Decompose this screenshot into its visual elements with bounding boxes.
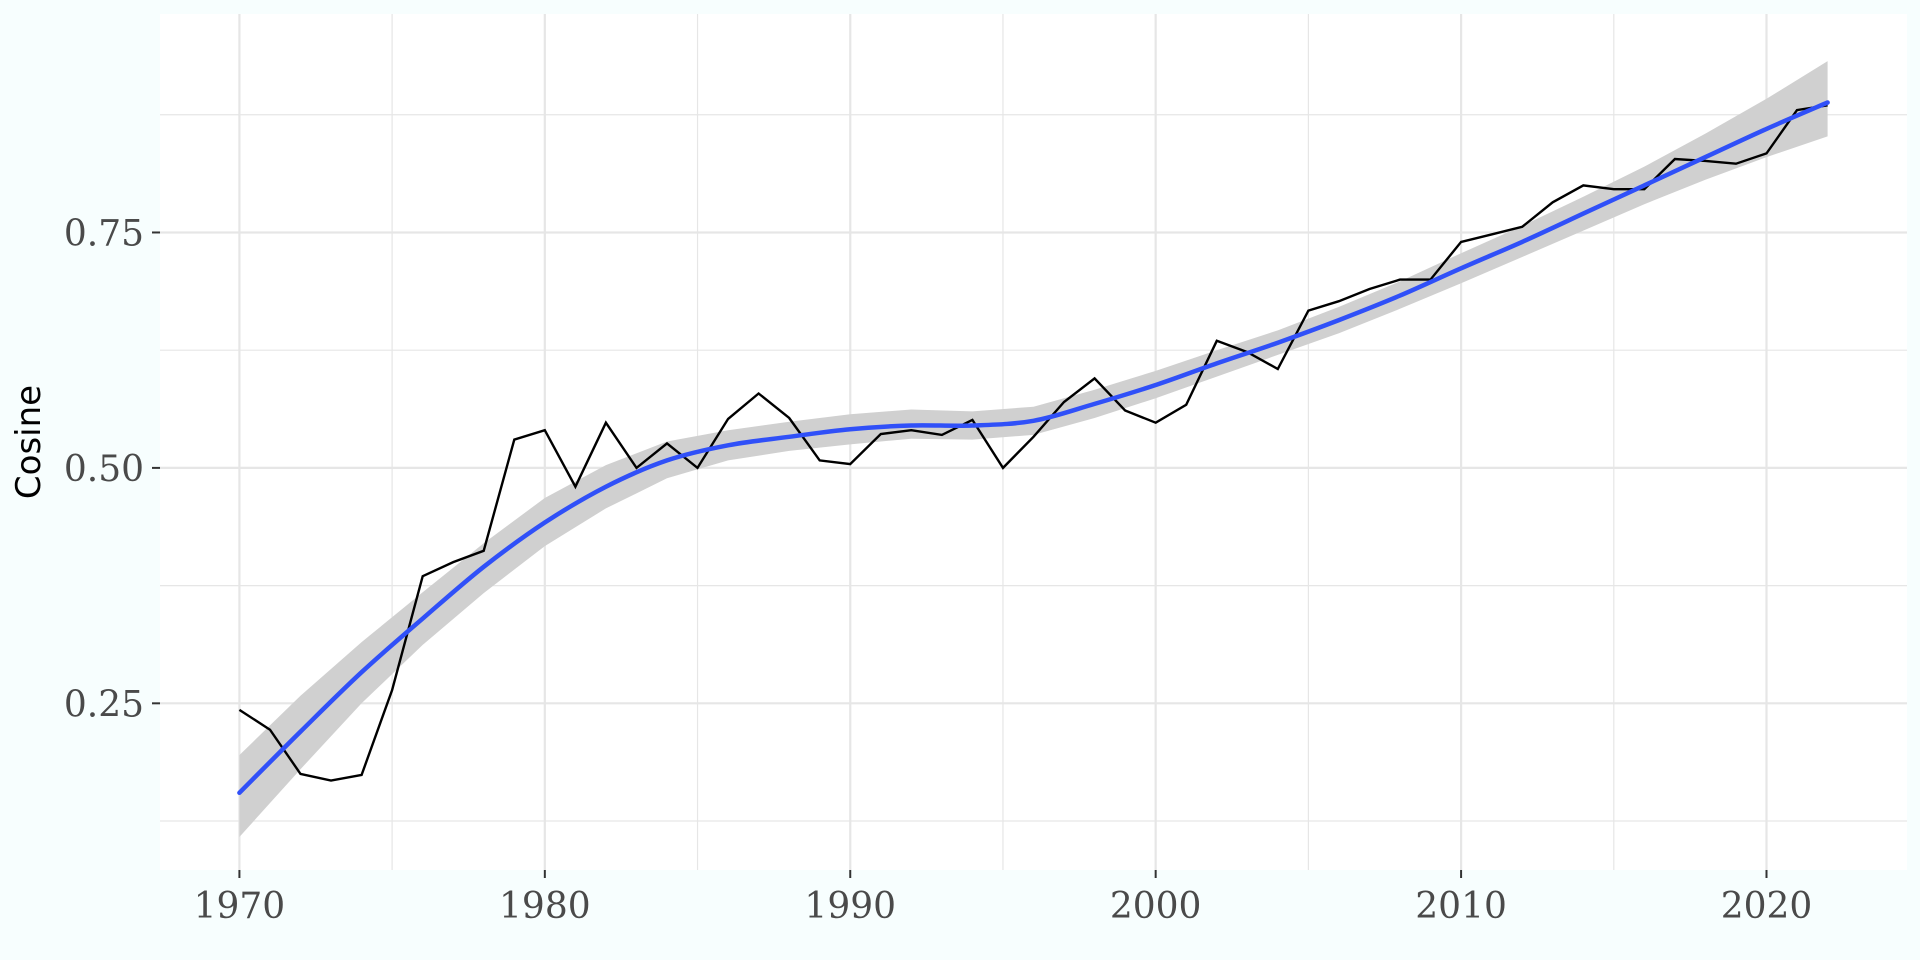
x-tick-label: 1990	[804, 886, 896, 927]
observed-series-group	[238, 104, 1828, 782]
smooth-fit-line	[237, 100, 1830, 796]
x-tick-label: 2020	[1721, 886, 1813, 927]
plot-panel	[160, 14, 1907, 870]
observed-series-line	[238, 104, 1828, 782]
x-tick-label: 2010	[1415, 886, 1507, 927]
y-tick-label: 0.75	[64, 213, 144, 254]
y-tick-label: 0.25	[64, 684, 144, 725]
x-tick-label: 1970	[194, 886, 286, 927]
y-axis-title: Cosine	[9, 385, 49, 499]
x-tick-label: 2000	[1110, 886, 1202, 927]
major-gridlines	[160, 14, 1907, 870]
y-tick-label: 0.50	[64, 449, 144, 490]
x-tick-label: 1980	[499, 886, 591, 927]
axis-tick-marks	[152, 231, 1768, 878]
smooth-series-group	[237, 100, 1830, 796]
y-axis-tick-labels: 0.25 0.50 0.75	[64, 213, 144, 725]
x-axis-tick-labels: 1970 1980 1990 2000 2010 2020	[194, 886, 1813, 927]
